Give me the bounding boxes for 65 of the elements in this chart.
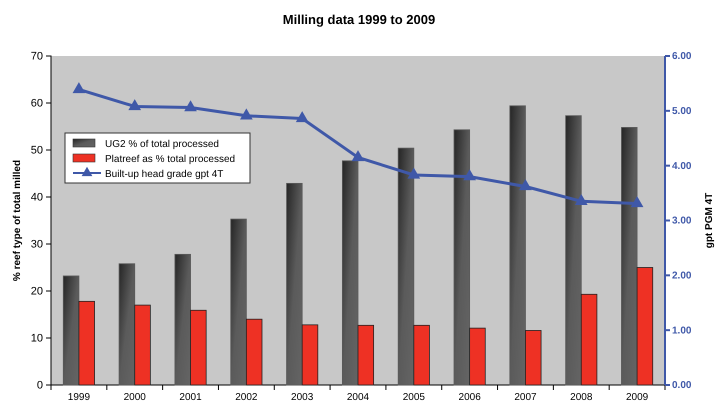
y2-tick-label: 4.00 (672, 160, 692, 172)
x-tick-label: 2004 (346, 392, 370, 403)
chart-title: Milling data 1999 to 2009 (282, 12, 436, 27)
bar (286, 182, 303, 386)
point (519, 179, 532, 190)
bar (174, 254, 191, 386)
x-tick-label: 2001 (179, 392, 202, 403)
bar (78, 300, 95, 386)
bar (621, 127, 638, 386)
point (407, 168, 420, 179)
bar (525, 330, 542, 386)
y2-tick-label: 1.00 (672, 325, 692, 336)
point (128, 99, 142, 110)
y-tick-label: 40 (30, 192, 43, 204)
y-tick-label: 50 (30, 144, 43, 157)
bar (230, 218, 247, 386)
y2-tick-label: 6.00 (672, 51, 692, 62)
y2-tick-label: 3.00 (672, 216, 692, 227)
x-tick-label: 2006 (458, 392, 482, 403)
y-tick-label: 30 (30, 238, 43, 251)
legend-label: Platreef as % total processed (105, 154, 236, 165)
bar (454, 129, 470, 386)
bar (62, 276, 80, 386)
point (72, 82, 86, 94)
point (463, 169, 476, 180)
y-tick-label: 10 (30, 332, 43, 345)
point (352, 150, 364, 162)
bar (246, 318, 262, 386)
bar (398, 148, 414, 386)
legend-label: Built-up head grade gpt 4T (105, 169, 224, 180)
bar (358, 324, 374, 386)
bar (636, 267, 654, 386)
bar (565, 115, 582, 386)
bar (302, 324, 318, 386)
bar (509, 105, 526, 386)
x-tick-label: 1999 (68, 392, 90, 403)
x-tick-label: 2007 (514, 392, 538, 403)
bar (190, 310, 207, 386)
y-tick-label: 70 (30, 50, 43, 63)
x-tick-label: 2002 (235, 392, 258, 403)
bar (580, 294, 598, 386)
point (574, 194, 588, 205)
point (630, 196, 644, 208)
y-tick-label: 0 (36, 380, 43, 392)
x-tick-label: 2008 (570, 392, 593, 403)
bar (342, 160, 358, 386)
y-tick-label: 60 (30, 98, 43, 110)
y2-axis-title: gpt PGM 4T (704, 192, 715, 248)
x-tick-label: 2005 (402, 392, 426, 403)
legend-label: UG2 % of total processed (105, 139, 219, 150)
bar (413, 324, 430, 386)
bar (118, 263, 136, 386)
x-tick-label: 2000 (124, 392, 146, 403)
bar (134, 304, 151, 386)
bar (469, 328, 486, 386)
x-tick-label: 2009 (626, 392, 649, 403)
y2-tick-label: 2.00 (672, 270, 692, 282)
point (240, 108, 253, 120)
y-tick-label: 20 (30, 286, 43, 298)
point (296, 111, 309, 122)
y2-tick-label: 5.00 (672, 106, 692, 118)
y-axis-title: % reef type of total milled (12, 160, 23, 282)
point (184, 100, 197, 112)
x-tick-label: 2003 (291, 392, 314, 403)
y2-tick-label: 0.00 (672, 380, 692, 392)
